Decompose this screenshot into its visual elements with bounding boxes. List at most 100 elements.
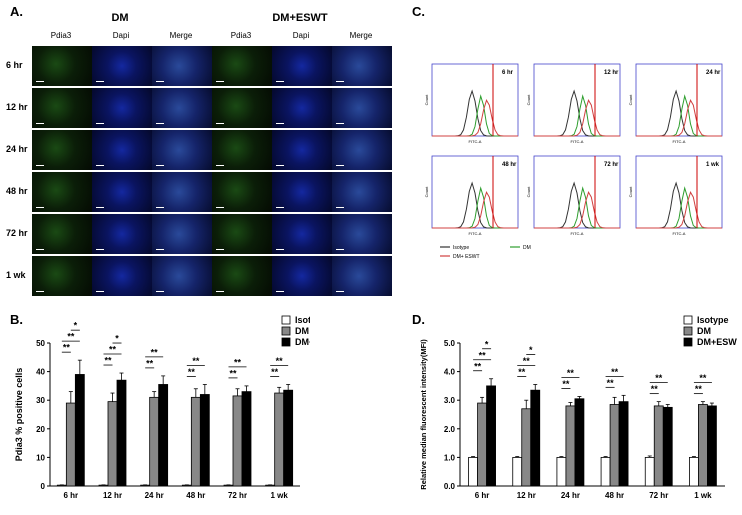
micrograph-tile: [272, 88, 332, 128]
scale-bar: [276, 123, 284, 124]
sig-label: **: [67, 332, 75, 342]
y-axis-label: Count: [628, 94, 633, 106]
column-header-pdia3: Pdia3: [50, 31, 72, 40]
bar: [477, 402, 487, 487]
y-axis-label: Count: [628, 186, 633, 198]
scale-bar: [156, 249, 164, 250]
scale-bar: [36, 207, 44, 208]
scale-bar: [156, 291, 164, 292]
sig-label: **: [104, 356, 112, 366]
sig-label: **: [562, 379, 570, 389]
row-label: 12 hr: [6, 102, 28, 112]
x-axis-label: FITC-A: [571, 231, 584, 236]
dm-curve: [534, 94, 620, 137]
micrograph-tile: [212, 214, 272, 254]
sig-label: **: [271, 367, 279, 377]
eswt-curve: [636, 99, 722, 137]
y-tick-label: 2.0: [444, 425, 456, 434]
scale-bar: [336, 81, 344, 82]
scale-bar: [336, 165, 344, 166]
eswt-curve: [432, 191, 518, 229]
sig-label: **: [518, 367, 526, 377]
bar: [140, 484, 151, 487]
micrograph-tile: [92, 214, 152, 254]
legend-label: DM: [295, 326, 309, 336]
x-tick-label: 12 hr: [103, 491, 122, 500]
x-tick-label: 72 hr: [649, 491, 668, 500]
scale-bar: [276, 165, 284, 166]
legend-swatch: [281, 326, 291, 336]
scale-bar: [216, 207, 224, 208]
bar: [662, 406, 673, 487]
x-axis-label: FITC-A: [673, 139, 686, 144]
scale-bar: [216, 291, 224, 292]
y-tick-label: 4.0: [444, 368, 456, 377]
x-tick-label: 12 hr: [517, 491, 536, 500]
scale-bar: [36, 165, 44, 166]
micrograph-tile: [152, 88, 212, 128]
timepoint-label: 48 hr: [502, 162, 517, 168]
bar: [241, 391, 252, 487]
legend-swatch: [281, 337, 291, 347]
micrograph-tile: [332, 130, 392, 170]
isotype-curve: [534, 89, 620, 137]
micrograph-tile: [332, 172, 392, 212]
histogram-frame: [635, 155, 723, 229]
column-header-merge: Merge: [349, 31, 373, 40]
scale-bar: [336, 123, 344, 124]
bar: [556, 456, 567, 487]
micrograph-tile: [152, 214, 212, 254]
y-tick-label: 30: [36, 396, 45, 405]
y-axis-title: Relative median fluorescent intensity(MF…: [419, 339, 428, 490]
legend-swatch: [683, 326, 693, 336]
bar: [565, 405, 576, 487]
bar: [158, 384, 169, 487]
scale-bar: [96, 207, 104, 208]
micrograph-tile: [92, 256, 152, 296]
scale-bar: [216, 165, 224, 166]
micrograph-tile: [92, 172, 152, 212]
bar: [600, 456, 611, 487]
micrograph-tile: [152, 172, 212, 212]
timepoint-label: 12 hr: [604, 70, 619, 76]
dm-curve: [432, 186, 518, 229]
x-axis-label: FITC-A: [571, 139, 584, 144]
row-label: 48 hr: [6, 186, 28, 196]
legend-label: Isotype: [453, 245, 469, 251]
x-tick-label: 24 hr: [561, 491, 580, 500]
scale-bar: [276, 249, 284, 250]
scale-bar: [276, 207, 284, 208]
sig-label: **: [109, 345, 117, 355]
x-axis-label: FITC-A: [469, 231, 482, 236]
y-tick-label: 20: [36, 425, 45, 434]
row-label: 6 hr: [6, 60, 23, 70]
y-tick-label: 0: [41, 482, 46, 491]
micrograph-tile: [212, 256, 272, 296]
histogram-frame: [431, 155, 519, 229]
sig-label: *: [74, 321, 78, 331]
sig-label: **: [234, 357, 242, 367]
bar: [274, 392, 285, 487]
micrograph-tile: [332, 46, 392, 86]
micrograph-tile: [152, 256, 212, 296]
scale-bar: [36, 291, 44, 292]
y-axis-label: Count: [424, 94, 429, 106]
sig-label: *: [115, 334, 119, 344]
column-header-pdia3: Pdia3: [230, 31, 252, 40]
micrograph-tile: [212, 172, 272, 212]
sig-label: **: [651, 384, 659, 394]
x-axis-label: FITC-A: [469, 139, 482, 144]
bar: [98, 484, 109, 487]
eswt-curve: [636, 191, 722, 229]
bar: [283, 389, 294, 487]
panel-c-letter: C.: [412, 4, 425, 19]
histogram-frame: [533, 155, 621, 229]
scale-bar: [36, 81, 44, 82]
bar: [486, 385, 496, 487]
panel-b-letter: B.: [10, 312, 23, 327]
eswt-curve: [432, 99, 518, 137]
scale-bar: [156, 81, 164, 82]
panel-a-letter: A.: [10, 4, 23, 19]
x-tick-label: 72 hr: [228, 491, 247, 500]
sig-label: *: [485, 339, 489, 349]
